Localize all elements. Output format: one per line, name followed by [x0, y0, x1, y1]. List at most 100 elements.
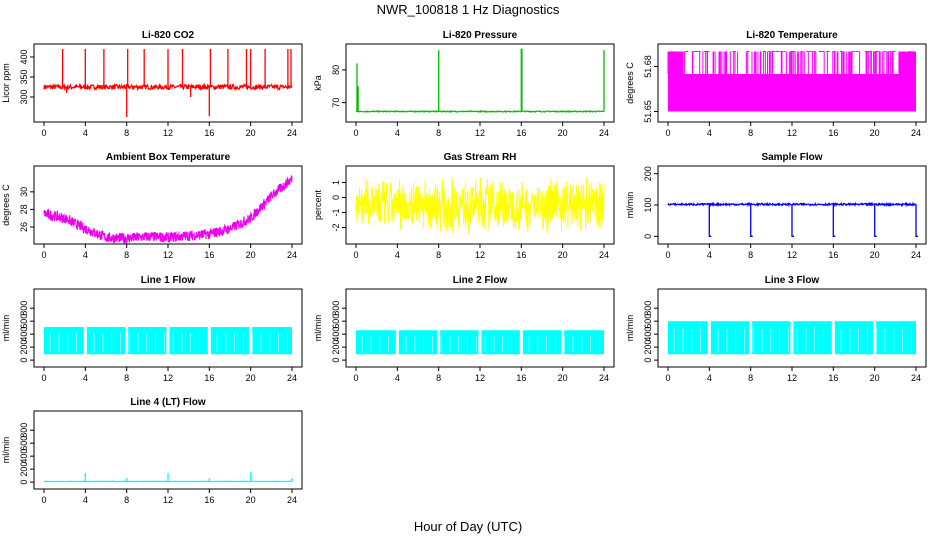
- y-tick-label: -1: [331, 208, 341, 216]
- x-tick-label: 16: [204, 250, 214, 260]
- x-tick-label: 12: [475, 128, 485, 138]
- x-tick-label: 12: [163, 373, 173, 383]
- panel-10: Line 4 (LT) Flow ml/min 0 4 8 12 16 20 24 0 200400…: [1, 397, 303, 505]
- series: [355, 177, 605, 235]
- x-tick-label: 12: [163, 495, 173, 505]
- series-gap: [437, 329, 441, 356]
- series: [356, 329, 604, 356]
- panel-ylabel: ml/min: [313, 315, 323, 342]
- panel-2: Li-820 Pressure kPa 0 4 8 12 16 20 24 70 80: [313, 30, 615, 138]
- plot-frame: [345, 43, 615, 123]
- x-tick-label: 0: [41, 128, 46, 138]
- figure-title: NWR_100818 1 Hz Diagnostics: [377, 2, 560, 17]
- plot-frame: [345, 288, 615, 368]
- x-tick-label: 16: [828, 373, 838, 383]
- y-tick-label: 200: [19, 462, 29, 477]
- x-tick-label: 24: [911, 128, 921, 138]
- series-gap: [166, 326, 170, 356]
- panel-9: Line 3 Flow ml/min 0 4 8 12 16 20 24 0 20040060080…: [625, 275, 927, 383]
- panel-6: Sample Flow ml/min 0 4 8 12 16 20 24 0 100 200: [625, 152, 927, 260]
- series-spikes: [84, 472, 293, 482]
- y-tick-label: 800: [331, 301, 341, 316]
- y-tick-label: 400: [19, 49, 29, 64]
- series: [667, 51, 916, 112]
- panel-ylabel: ml/min: [625, 315, 635, 342]
- y-tick-label: 800: [19, 423, 29, 438]
- y-tick-label: 400: [19, 327, 29, 342]
- x-tick-label: 16: [828, 128, 838, 138]
- x-tick-label: 20: [246, 250, 256, 260]
- x-tick-label: 8: [124, 495, 129, 505]
- x-tick-label: 24: [287, 128, 297, 138]
- x-tick-label: 4: [707, 128, 712, 138]
- series-gap: [519, 329, 523, 356]
- panel-ylabel: ml/min: [1, 437, 11, 464]
- series: [668, 320, 916, 356]
- panel-title: Li-820 Pressure: [443, 30, 518, 41]
- x-tick-label: 24: [287, 373, 297, 383]
- x-tick-label: 24: [599, 128, 609, 138]
- x-tick-label: 0: [665, 373, 670, 383]
- y-tick-label: 0: [19, 480, 29, 485]
- x-tick-label: 8: [748, 128, 753, 138]
- x-tick-label: 0: [41, 250, 46, 260]
- panel-title: Li-820 CO2: [142, 30, 195, 41]
- x-tick-label: 4: [707, 373, 712, 383]
- series-gap: [249, 326, 253, 356]
- x-tick-label: 20: [870, 128, 880, 138]
- x-tick-label: 16: [204, 128, 214, 138]
- y-tick-label: 400: [331, 327, 341, 342]
- x-tick-label: 24: [599, 373, 609, 383]
- x-tick-label: 24: [911, 373, 921, 383]
- series: [43, 472, 293, 483]
- series-gap: [749, 320, 753, 356]
- x-tick-label: 8: [748, 250, 753, 260]
- panel-3: Li-820 Temperature degrees C 0 4 8 12 16 20 24 51…: [625, 30, 927, 138]
- x-tick-label: 4: [395, 128, 400, 138]
- panel-ylabel: kPa: [313, 75, 323, 91]
- x-tick-label: 20: [558, 128, 568, 138]
- x-tick-label: 4: [83, 250, 88, 260]
- y-tick-label: 400: [19, 449, 29, 464]
- panel-7: Line 1 Flow ml/min 0 4 8 12 16 20 24 0 20040060080…: [1, 275, 303, 383]
- x-tick-label: 12: [163, 128, 173, 138]
- x-tick-label: 16: [516, 250, 526, 260]
- panel-ylabel: Licor ppm: [1, 63, 11, 103]
- x-tick-label: 20: [246, 373, 256, 383]
- series: [43, 175, 293, 244]
- y-tick-label: 0: [643, 234, 653, 239]
- y-tick-label: 70: [331, 98, 341, 108]
- y-tick-label: 200: [331, 340, 341, 355]
- series-line: [43, 175, 293, 244]
- x-tick-label: 12: [787, 373, 797, 383]
- x-tick-label: 24: [287, 250, 297, 260]
- x-tick-label: 12: [475, 250, 485, 260]
- y-tick-label: 30: [19, 187, 29, 197]
- series: [43, 49, 293, 117]
- x-tick-label: 8: [124, 250, 129, 260]
- y-tick-label: 51.65: [643, 100, 653, 123]
- x-tick-label: 16: [828, 250, 838, 260]
- panel-title: Sample Flow: [761, 152, 822, 163]
- series-gap: [478, 329, 482, 356]
- y-tick-label: 28: [19, 204, 29, 214]
- panel-title: Line 1 Flow: [141, 275, 196, 286]
- series-gap: [125, 326, 129, 356]
- x-tick-label: 8: [436, 128, 441, 138]
- x-tick-label: 16: [516, 128, 526, 138]
- x-tick-label: 0: [41, 373, 46, 383]
- x-tick-label: 12: [787, 128, 797, 138]
- y-tick-label: 400: [643, 327, 653, 342]
- y-tick-label: 600: [19, 436, 29, 451]
- panel-title: Gas Stream RH: [444, 152, 517, 163]
- x-tick-label: 12: [787, 250, 797, 260]
- series-spikes: [667, 51, 915, 74]
- y-tick-label: 0: [19, 358, 29, 363]
- series-gap: [873, 320, 877, 356]
- x-tick-label: 20: [870, 373, 880, 383]
- series: [44, 326, 292, 356]
- y-tick-label: 200: [643, 166, 653, 181]
- series-gap: [83, 326, 87, 356]
- panel-ylabel: percent: [313, 189, 323, 220]
